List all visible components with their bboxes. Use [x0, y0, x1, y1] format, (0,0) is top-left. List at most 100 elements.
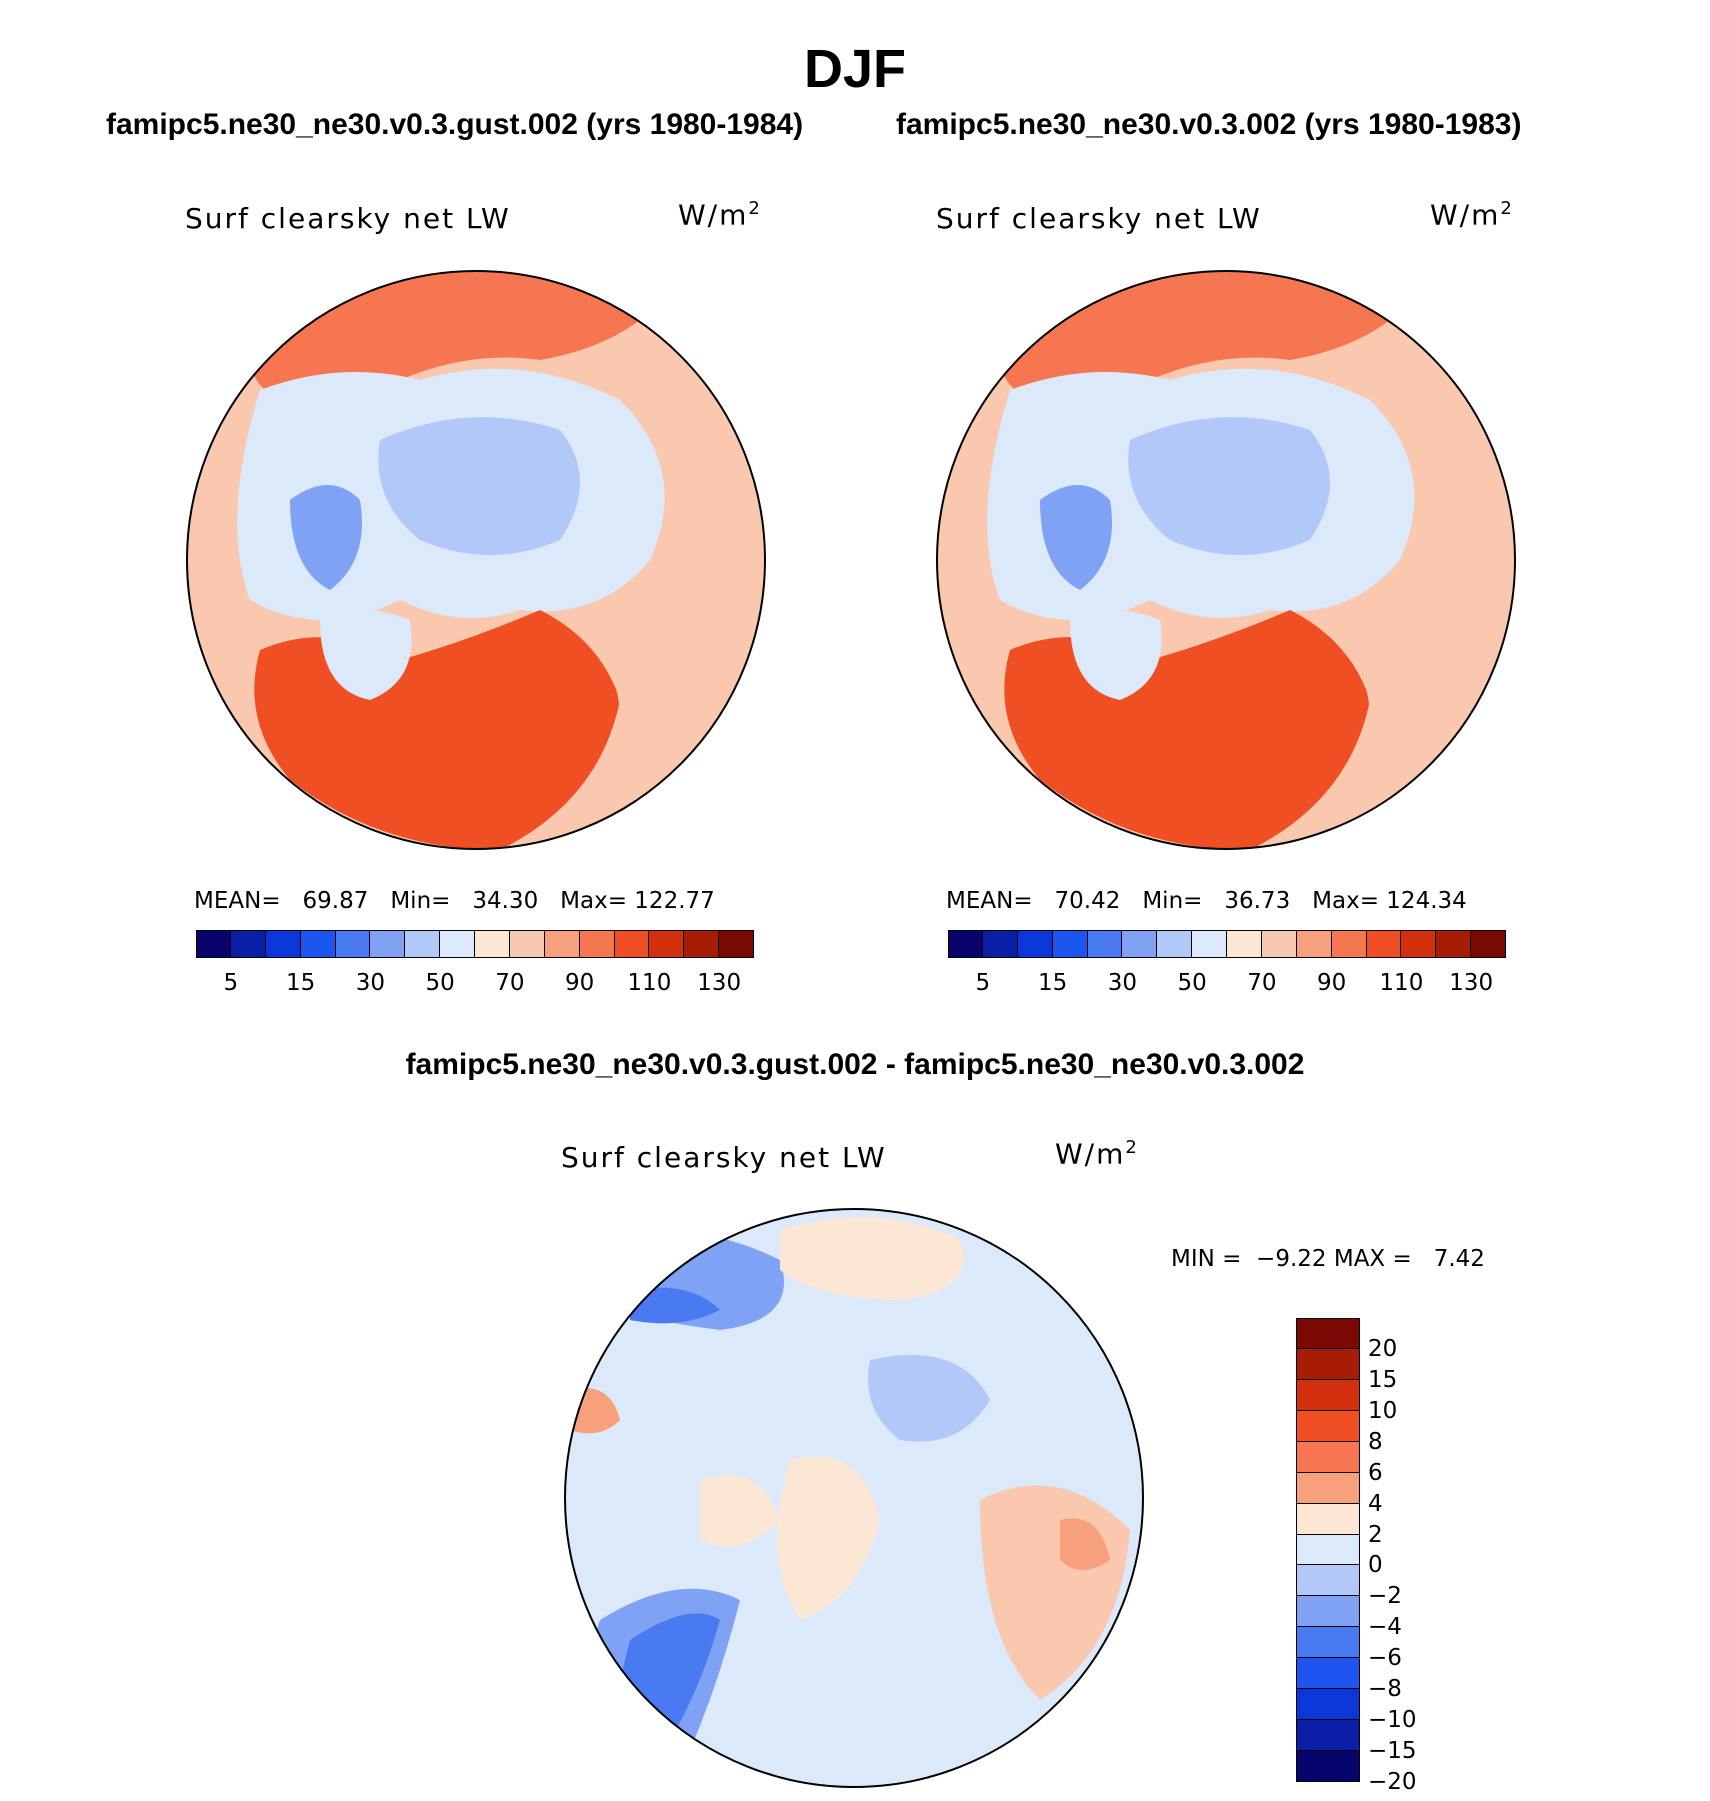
season-title: DJF: [803, 39, 906, 99]
left-stats: MEAN= 69.87 Min= 34.30 Max= 122.77: [194, 888, 715, 914]
colorbar-swatch: [1296, 1318, 1360, 1349]
colorbar-swatch: [1366, 930, 1402, 958]
left-variable-label: Surf clearsky net LW: [185, 202, 511, 235]
colorbar-swatch: [370, 930, 406, 958]
colorbar-tick-label: −8: [1368, 1676, 1402, 1703]
colorbar-swatch: [1296, 1534, 1360, 1566]
colorbar-swatch: [614, 930, 650, 958]
colorbar-tick-label: 90: [564, 970, 595, 996]
colorbar-tick-label: 5: [975, 970, 991, 996]
colorbar-swatch: [1331, 930, 1367, 958]
right-case-title: famipc5.ne30_ne30.v0.3.002 (yrs 1980-198…: [896, 108, 1522, 141]
colorbar-swatch: [265, 930, 301, 958]
colorbar-tick-label: 6: [1368, 1459, 1383, 1486]
diff-variable-label: Surf clearsky net LW: [561, 1141, 887, 1174]
colorbar-tick-label: 20: [1368, 1335, 1398, 1362]
colorbar-tick-label: −15: [1368, 1738, 1417, 1765]
colorbar-swatch: [719, 930, 754, 958]
colorbar-tick-label: 90: [1316, 970, 1347, 996]
colorbar-swatch: [1296, 1596, 1360, 1628]
colorbar-tick-label: 30: [355, 970, 386, 996]
colorbar-swatch: [475, 930, 510, 958]
colorbar-swatch: [948, 930, 983, 958]
colorbar-swatch: [440, 930, 475, 958]
colorbar-swatch: [1296, 930, 1332, 958]
colorbar-tick-label: 70: [495, 970, 525, 996]
diff-title: famipc5.ne30_ne30.v0.3.gust.002 - famipc…: [405, 1048, 1305, 1081]
colorbar-tick-label: 50: [1177, 970, 1207, 996]
left-colorbar-ticks: 5 15 30 50 70 90 110 130: [196, 970, 754, 1000]
colorbar-tick-label: 15: [285, 970, 316, 996]
colorbar-swatch: [1192, 930, 1227, 958]
left-case-title: famipc5.ne30_ne30.v0.3.gust.002 (yrs 198…: [106, 108, 804, 141]
left-colorbar: [196, 930, 754, 958]
diff-stats: MIN = −9.22 MAX = 7.42: [1171, 1246, 1485, 1272]
colorbar-tick-label: −4: [1368, 1614, 1402, 1641]
colorbar-tick-label: −6: [1368, 1645, 1402, 1672]
colorbar-swatch: [1296, 1689, 1360, 1721]
colorbar-swatch: [1296, 1379, 1360, 1411]
colorbar-tick-label: 50: [425, 970, 455, 996]
diff-colorbar-ticks: 20 15 10 8 6 4 2 0 −2 −4 −6 −8 −10 −15 −20: [1368, 1318, 1468, 1795]
colorbar-tick-label: 15: [1037, 970, 1068, 996]
colorbar-swatch: [1401, 930, 1437, 958]
colorbar-tick-label: 15: [1368, 1366, 1398, 1393]
colorbar-swatch: [1227, 930, 1262, 958]
colorbar-tick-label: 2: [1368, 1521, 1383, 1548]
colorbar-swatch: [1017, 930, 1053, 958]
colorbar-tick-label: 5: [223, 970, 239, 996]
colorbar-swatch: [1471, 930, 1506, 958]
colorbar-tick-label: 0: [1368, 1552, 1383, 1579]
colorbar-swatch: [1296, 1503, 1360, 1535]
colorbar-tick-label: −2: [1368, 1583, 1402, 1610]
colorbar-tick-label: 130: [697, 970, 742, 996]
colorbar-tick-label: −10: [1368, 1707, 1417, 1734]
colorbar-swatch: [509, 930, 545, 958]
colorbar-swatch: [405, 930, 441, 958]
colorbar-swatch: [196, 930, 231, 958]
colorbar-swatch: [335, 930, 371, 958]
colorbar-swatch: [1122, 930, 1158, 958]
colorbar-tick-label: 110: [1379, 970, 1424, 996]
colorbar-swatch: [684, 930, 720, 958]
colorbar-swatch: [1296, 1720, 1360, 1752]
colorbar-tick-label: 8: [1368, 1428, 1383, 1455]
colorbar-swatch: [1296, 1565, 1360, 1597]
colorbar-swatch: [1261, 930, 1297, 958]
colorbar-swatch: [1087, 930, 1123, 958]
colorbar-swatch: [544, 930, 580, 958]
colorbar-tick-label: 30: [1107, 970, 1138, 996]
colorbar-swatch: [1296, 1472, 1360, 1504]
colorbar-swatch: [1296, 1658, 1360, 1690]
colorbar-tick-label: 110: [627, 970, 672, 996]
colorbar-swatch: [1436, 930, 1472, 958]
right-stats: MEAN= 70.42 Min= 36.73 Max= 124.34: [946, 888, 1467, 914]
colorbar-swatch: [579, 930, 615, 958]
colorbar-swatch: [982, 930, 1018, 958]
colorbar-tick-label: 70: [1247, 970, 1277, 996]
right-variable-label: Surf clearsky net LW: [936, 202, 1262, 235]
colorbar-swatch: [300, 930, 336, 958]
colorbar-swatch: [230, 930, 266, 958]
colorbar-tick-label: 130: [1449, 970, 1494, 996]
right-units-label: W/m2: [1430, 198, 1514, 232]
colorbar-swatch: [1052, 930, 1088, 958]
right-colorbar: [948, 930, 1506, 958]
diff-colorbar: [1296, 1318, 1360, 1782]
colorbar-swatch: [1296, 1751, 1360, 1782]
left-units-label: W/m2: [678, 198, 762, 232]
colorbar-swatch: [1296, 1410, 1360, 1442]
colorbar-swatch: [649, 930, 685, 958]
colorbar-swatch: [1157, 930, 1193, 958]
colorbar-swatch: [1296, 1627, 1360, 1659]
colorbar-tick-label: 10: [1368, 1397, 1398, 1424]
colorbar-tick-label: 4: [1368, 1490, 1383, 1517]
colorbar-swatch: [1296, 1441, 1360, 1473]
right-colorbar-ticks: 5 15 30 50 70 90 110 130: [948, 970, 1506, 1000]
colorbar-swatch: [1296, 1348, 1360, 1380]
diff-units-label: W/m2: [1055, 1137, 1139, 1171]
colorbar-tick-label: −20: [1368, 1769, 1417, 1795]
